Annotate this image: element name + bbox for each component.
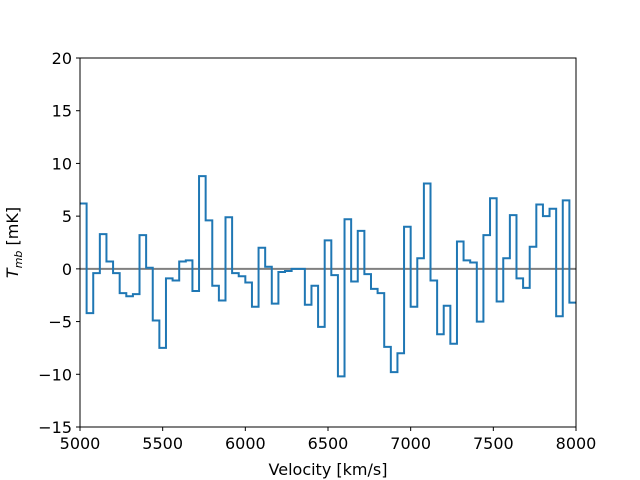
x-tick-label: 5500: [142, 434, 183, 453]
y-tick-label: 20: [52, 49, 72, 68]
y-tick-label: 5: [62, 207, 72, 226]
spectrum-series-line: [80, 175, 576, 378]
x-tick-label: 7500: [473, 434, 514, 453]
x-axis-label: Velocity [km/s]: [269, 460, 388, 479]
y-tick-label: 15: [52, 102, 72, 121]
x-tick-label: 8000: [556, 434, 597, 453]
y-axis-label: Tmb [mK]: [3, 207, 25, 278]
y-axis-label-unit: [mK]: [3, 207, 22, 251]
x-tick-label: 6500: [308, 434, 349, 453]
y-tick-label: 0: [62, 260, 72, 279]
y-axis-ticks: −15 −10 −5 0 5 10 15 20: [38, 49, 80, 437]
y-tick-label: −5: [48, 313, 72, 332]
y-tick-label: −15: [38, 418, 72, 437]
x-tick-label: 7000: [390, 434, 431, 453]
plot-area: [80, 175, 576, 378]
y-tick-label: 10: [52, 154, 72, 173]
y-axis-label-subscript: mb: [12, 251, 25, 269]
y-tick-label: −10: [38, 365, 72, 384]
x-axis-ticks: 5000 5500 6000 6500 7000 7500 8000: [60, 427, 597, 453]
x-tick-label: 5000: [60, 434, 101, 453]
y-axis-label-main: T: [3, 267, 22, 278]
x-tick-label: 6000: [225, 434, 266, 453]
